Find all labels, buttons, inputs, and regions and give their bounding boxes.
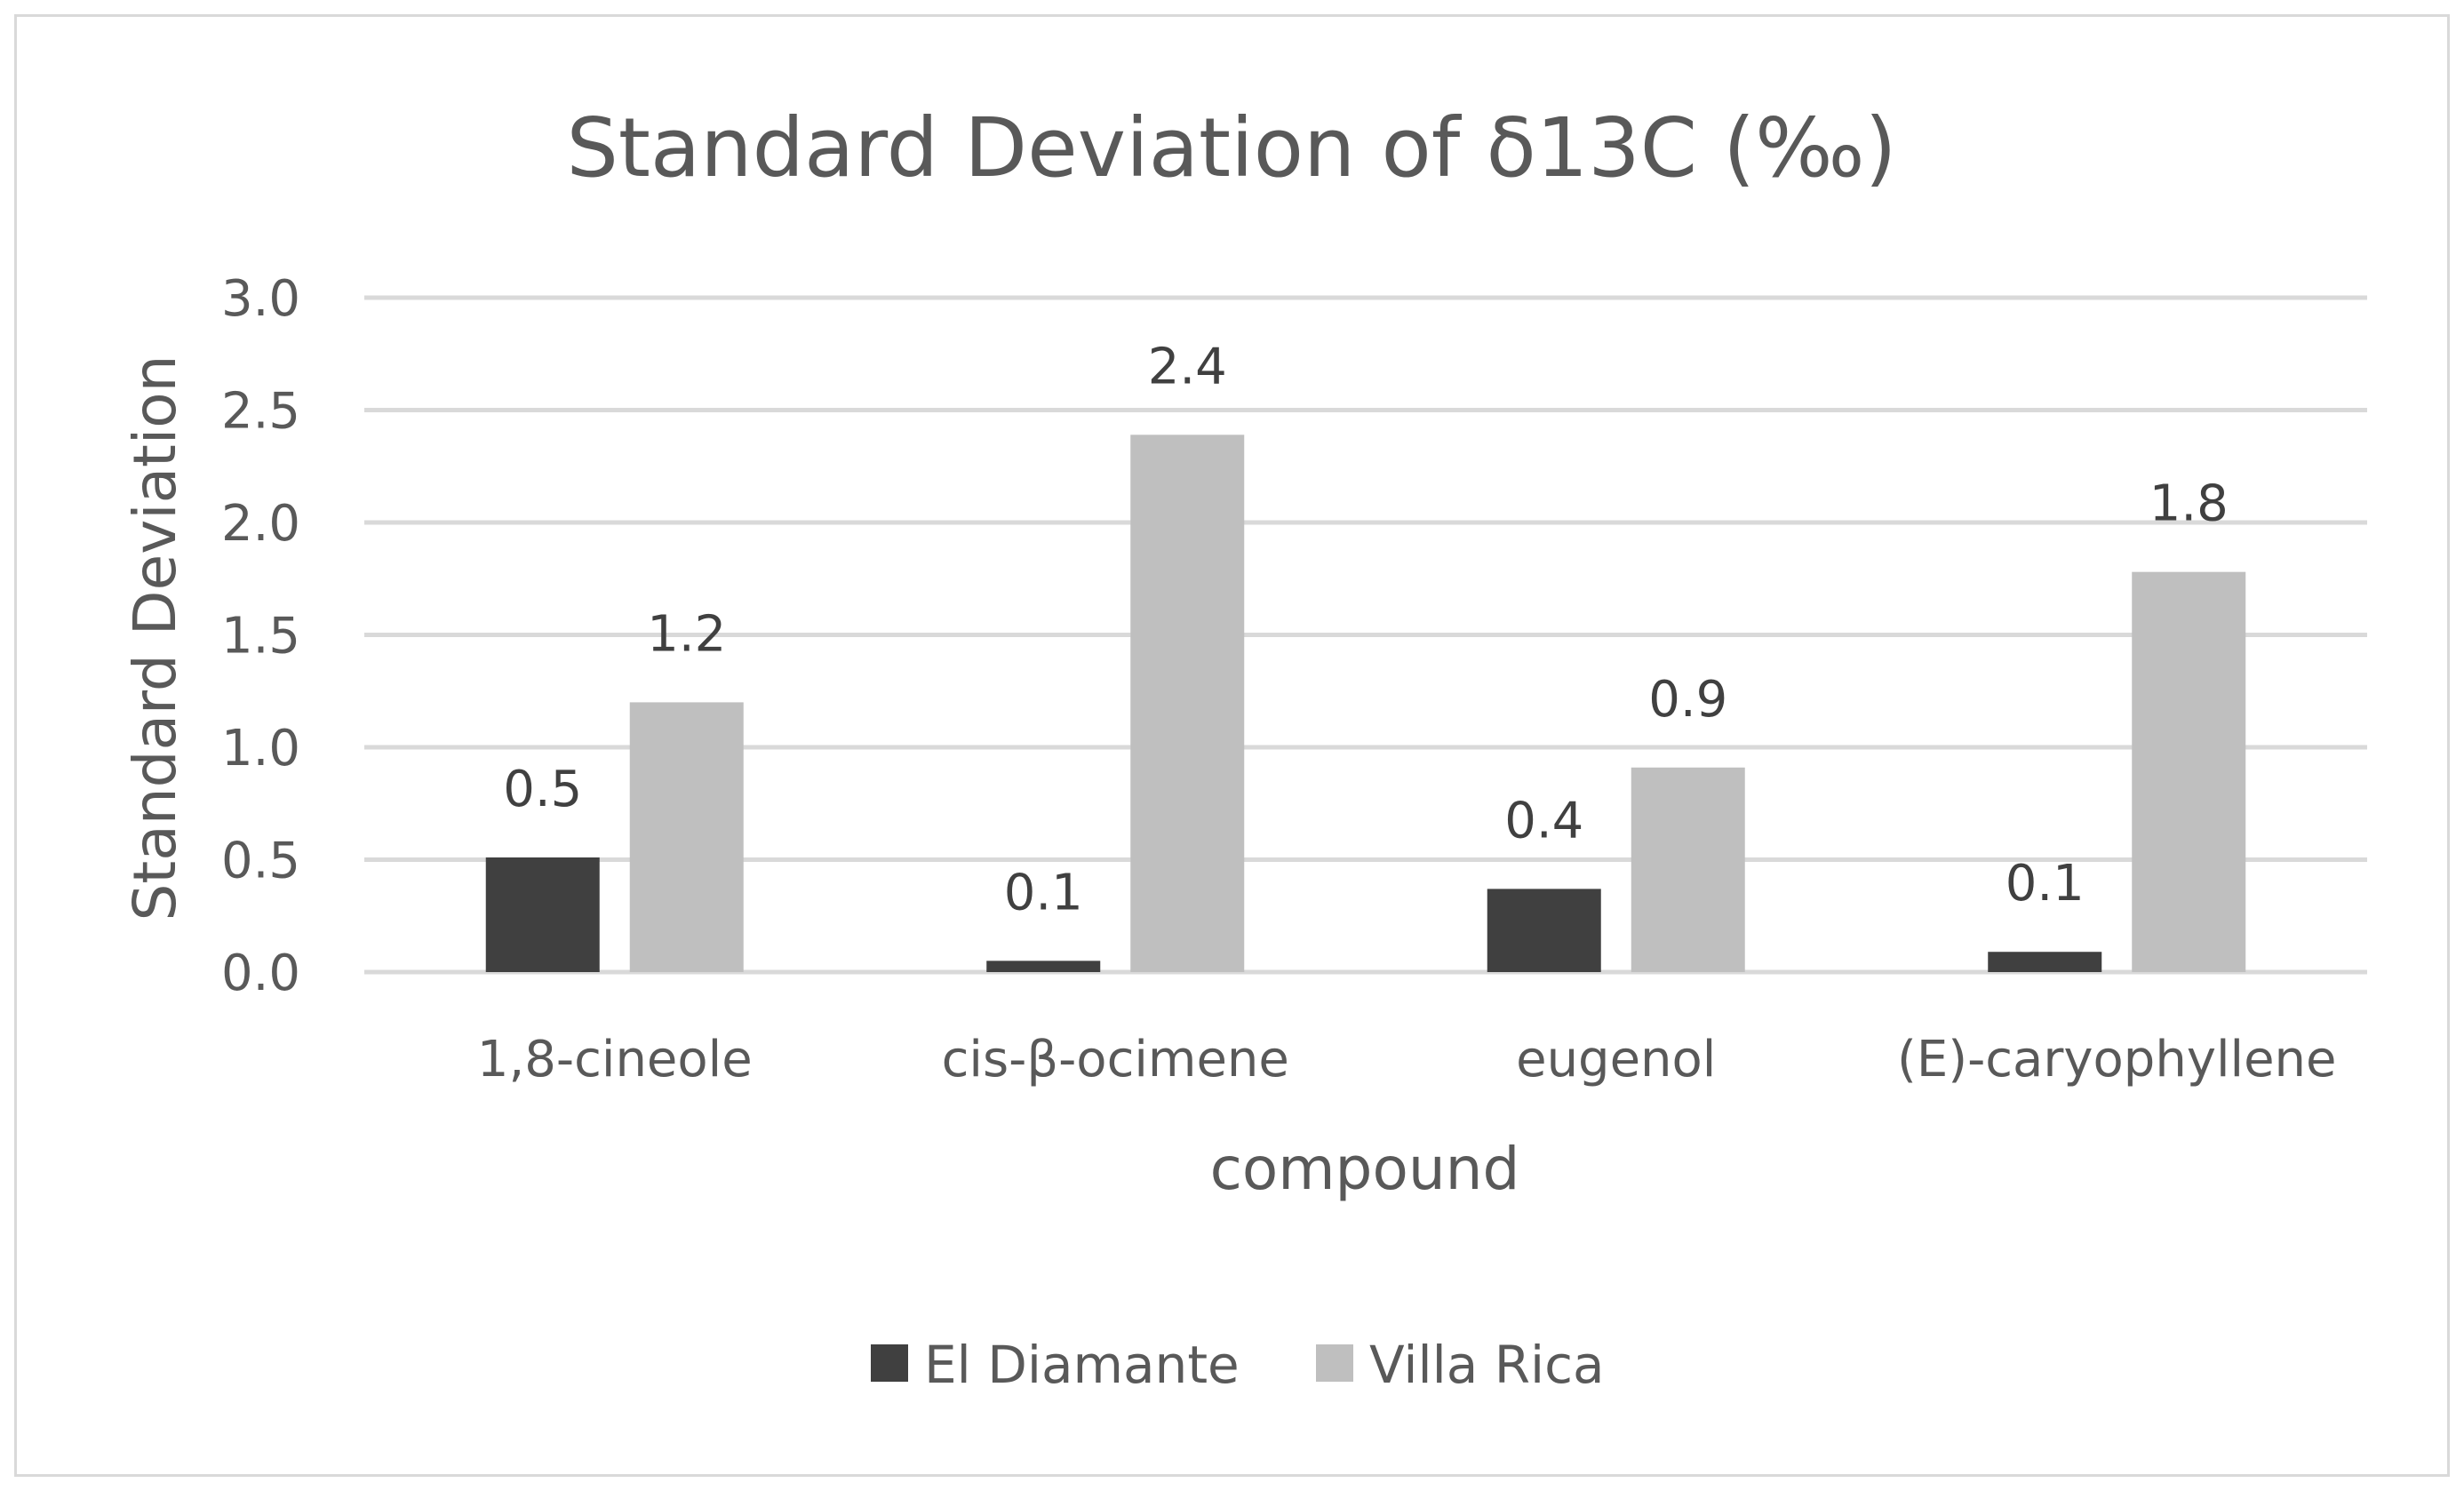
legend-label: El Diamante [924,1335,1240,1395]
bar-villa-rica-1 [1130,435,1245,973]
bar-villa-rica-2 [1631,767,1745,972]
y-tick-label: 1.0 [221,720,300,777]
bars [485,435,2246,973]
data-label: 0.4 [1504,792,1583,849]
x-tick-label: eugenol [1516,1031,1716,1088]
chart-title: Standard Deviation of δ13C (‰) [566,100,1896,195]
y-tick-label: 0.5 [221,833,300,890]
data-labels: 0.5 1.2 0.1 2.4 0.4 0.9 0.1 1.8 [503,338,2229,921]
legend: El Diamante Villa Rica [871,1335,1605,1395]
x-tick-label: (E)-caryophyllene [1897,1031,2337,1088]
y-axis-title: Standard Deviation [121,355,189,921]
y-axis-ticks: 0.0 0.5 1.0 1.5 2.0 2.5 3.0 [221,270,300,1002]
x-axis-title: compound [1210,1135,1520,1203]
y-tick-label: 3.0 [221,270,300,328]
data-label: 1.2 [647,605,726,663]
x-axis-ticks: 1,8-cineole cis-β-ocimene eugenol (E)-caryo… [477,1031,2337,1088]
data-label: 1.8 [2149,475,2229,533]
data-label: 2.4 [1148,338,1227,395]
y-tick-label: 1.5 [221,608,300,666]
legend-swatch [871,1344,908,1382]
x-tick-label: 1,8-cineole [477,1031,753,1088]
y-tick-label: 0.0 [221,945,300,1002]
bar-el-diamante-2 [1487,889,1601,972]
y-tick-label: 2.0 [221,495,300,553]
bar-villa-rica-0 [629,702,744,972]
x-tick-label: cis-β-ocimene [942,1031,1289,1088]
data-label: 0.1 [1004,864,1083,921]
legend-label: Villa Rica [1369,1335,1605,1395]
bar-el-diamante-0 [485,857,600,972]
bar-el-diamante-3 [1988,952,2102,972]
data-label: 0.9 [1648,671,1727,729]
y-tick-label: 2.5 [221,383,300,441]
data-label: 0.5 [503,761,582,818]
data-label: 0.1 [2005,855,2085,913]
bar-villa-rica-3 [2132,571,2246,972]
bar-el-diamante-1 [986,961,1101,972]
legend-swatch [1316,1344,1353,1382]
